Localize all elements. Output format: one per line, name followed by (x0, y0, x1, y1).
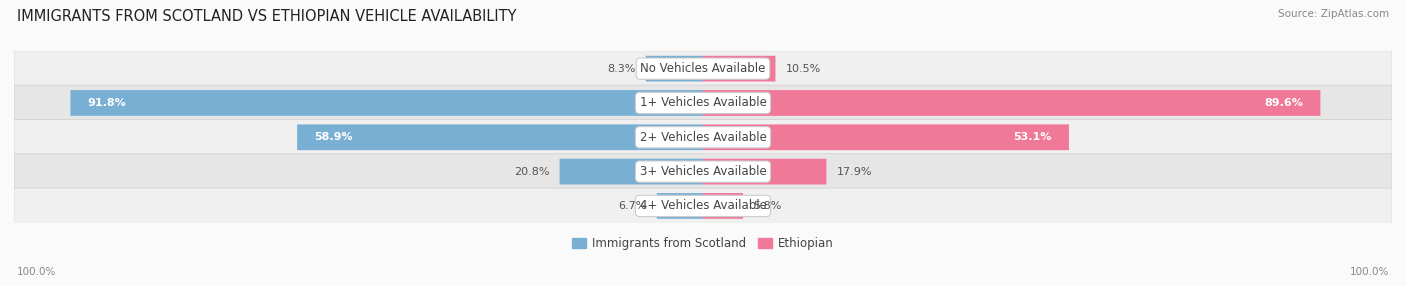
Text: 3+ Vehicles Available: 3+ Vehicles Available (640, 165, 766, 178)
Text: Source: ZipAtlas.com: Source: ZipAtlas.com (1278, 9, 1389, 19)
Text: 10.5%: 10.5% (786, 64, 821, 74)
Text: IMMIGRANTS FROM SCOTLAND VS ETHIOPIAN VEHICLE AVAILABILITY: IMMIGRANTS FROM SCOTLAND VS ETHIOPIAN VE… (17, 9, 516, 23)
Text: No Vehicles Available: No Vehicles Available (640, 62, 766, 75)
Text: 20.8%: 20.8% (513, 167, 550, 176)
FancyBboxPatch shape (703, 124, 1069, 150)
FancyBboxPatch shape (703, 90, 1320, 116)
Text: 91.8%: 91.8% (87, 98, 127, 108)
FancyBboxPatch shape (560, 159, 703, 184)
FancyBboxPatch shape (14, 188, 1392, 224)
FancyBboxPatch shape (14, 85, 1392, 121)
Text: 2+ Vehicles Available: 2+ Vehicles Available (640, 131, 766, 144)
Text: 8.3%: 8.3% (607, 64, 636, 74)
FancyBboxPatch shape (645, 56, 703, 82)
Text: 1+ Vehicles Available: 1+ Vehicles Available (640, 96, 766, 110)
FancyBboxPatch shape (657, 193, 703, 219)
FancyBboxPatch shape (14, 51, 1392, 86)
FancyBboxPatch shape (297, 124, 703, 150)
Text: 89.6%: 89.6% (1264, 98, 1303, 108)
Text: 5.8%: 5.8% (754, 201, 782, 211)
Text: 6.7%: 6.7% (619, 201, 647, 211)
Legend: Immigrants from Scotland, Ethiopian: Immigrants from Scotland, Ethiopian (568, 233, 838, 255)
FancyBboxPatch shape (703, 193, 742, 219)
FancyBboxPatch shape (703, 56, 776, 82)
FancyBboxPatch shape (14, 120, 1392, 155)
Text: 58.9%: 58.9% (315, 132, 353, 142)
Text: 4+ Vehicles Available: 4+ Vehicles Available (640, 199, 766, 212)
Text: 53.1%: 53.1% (1014, 132, 1052, 142)
FancyBboxPatch shape (70, 90, 703, 116)
Text: 100.0%: 100.0% (1350, 267, 1389, 277)
FancyBboxPatch shape (14, 154, 1392, 189)
Text: 100.0%: 100.0% (17, 267, 56, 277)
Text: 17.9%: 17.9% (837, 167, 872, 176)
FancyBboxPatch shape (703, 159, 827, 184)
